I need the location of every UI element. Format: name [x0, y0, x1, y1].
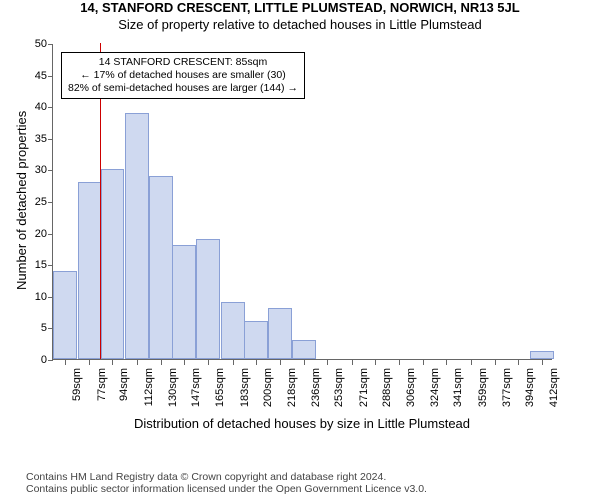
ytick-label: 20 — [23, 228, 47, 240]
ytick-mark — [48, 234, 53, 235]
chart-container: Number of detached properties 0510152025… — [52, 44, 582, 406]
ytick-label: 15 — [23, 259, 47, 271]
annotation-line: ← 17% of detached houses are smaller (30… — [68, 69, 298, 82]
xtick-label: 130sqm — [167, 368, 179, 412]
xtick-mark — [280, 360, 281, 365]
ytick-label: 0 — [23, 354, 47, 366]
xtick-mark — [233, 360, 234, 365]
xtick-label: 218sqm — [286, 368, 298, 412]
xtick-mark — [399, 360, 400, 365]
ytick-mark — [48, 265, 53, 266]
annotation-line: 82% of semi-detached houses are larger (… — [68, 82, 298, 95]
xtick-label: 359sqm — [477, 368, 489, 412]
xtick-mark — [208, 360, 209, 365]
xtick-label: 394sqm — [524, 368, 536, 412]
ytick-mark — [48, 44, 53, 45]
xtick-mark — [518, 360, 519, 365]
xtick-mark — [65, 360, 66, 365]
xtick-mark — [352, 360, 353, 365]
ytick-mark — [48, 170, 53, 171]
xtick-mark — [375, 360, 376, 365]
ytick-mark — [48, 360, 53, 361]
histogram-bar — [149, 176, 173, 359]
xtick-label: 183sqm — [239, 368, 251, 412]
histogram-bar — [292, 340, 316, 359]
histogram-bar — [101, 169, 125, 359]
xtick-mark — [256, 360, 257, 365]
ytick-label: 5 — [23, 322, 47, 334]
xtick-mark — [161, 360, 162, 365]
xtick-mark — [471, 360, 472, 365]
ytick-mark — [48, 76, 53, 77]
plot-area: 0510152025303540455059sqm77sqm94sqm112sq… — [52, 44, 552, 360]
ytick-label: 35 — [23, 133, 47, 145]
xtick-label: 77sqm — [96, 368, 108, 412]
ytick-label: 30 — [23, 164, 47, 176]
xtick-label: 253sqm — [333, 368, 345, 412]
annotation-box: 14 STANFORD CRESCENT: 85sqm← 17% of deta… — [61, 52, 305, 99]
annotation-line: 14 STANFORD CRESCENT: 85sqm — [68, 56, 298, 69]
xtick-mark — [495, 360, 496, 365]
xtick-mark — [423, 360, 424, 365]
ytick-mark — [48, 202, 53, 203]
histogram-bar — [221, 302, 245, 359]
page-subtitle: Size of property relative to detached ho… — [0, 17, 600, 32]
xtick-label: 288sqm — [381, 368, 393, 412]
xtick-label: 236sqm — [310, 368, 322, 412]
xtick-mark — [446, 360, 447, 365]
histogram-bar — [125, 113, 149, 359]
histogram-bar — [172, 245, 196, 359]
xtick-mark — [327, 360, 328, 365]
xtick-label: 147sqm — [190, 368, 202, 412]
xtick-label: 112sqm — [143, 368, 155, 412]
x-axis-label: Distribution of detached houses by size … — [52, 416, 552, 431]
ytick-label: 10 — [23, 291, 47, 303]
histogram-bar — [53, 271, 77, 359]
ytick-label: 45 — [23, 70, 47, 82]
histogram-bar — [78, 182, 102, 359]
xtick-label: 306sqm — [405, 368, 417, 412]
xtick-label: 94sqm — [118, 368, 130, 412]
histogram-bar — [268, 308, 292, 359]
histogram-bar — [244, 321, 268, 359]
xtick-label: 341sqm — [452, 368, 464, 412]
xtick-label: 324sqm — [429, 368, 441, 412]
ytick-label: 25 — [23, 196, 47, 208]
xtick-mark — [112, 360, 113, 365]
footer-line1: Contains HM Land Registry data © Crown c… — [26, 471, 427, 484]
ytick-mark — [48, 139, 53, 140]
page-title: 14, STANFORD CRESCENT, LITTLE PLUMSTEAD,… — [0, 0, 600, 15]
histogram-bar — [530, 351, 554, 359]
xtick-label: 200sqm — [262, 368, 274, 412]
xtick-mark — [184, 360, 185, 365]
ytick-mark — [48, 107, 53, 108]
xtick-mark — [89, 360, 90, 365]
footer-line2: Contains public sector information licen… — [26, 483, 427, 496]
xtick-mark — [542, 360, 543, 365]
xtick-label: 165sqm — [214, 368, 226, 412]
xtick-mark — [137, 360, 138, 365]
histogram-bar — [196, 239, 220, 359]
ytick-label: 50 — [23, 38, 47, 50]
xtick-mark — [304, 360, 305, 365]
xtick-label: 271sqm — [358, 368, 370, 412]
xtick-label: 59sqm — [71, 368, 83, 412]
ytick-label: 40 — [23, 101, 47, 113]
xtick-label: 412sqm — [548, 368, 560, 412]
xtick-label: 377sqm — [501, 368, 513, 412]
footer-attribution: Contains HM Land Registry data © Crown c… — [26, 471, 427, 496]
